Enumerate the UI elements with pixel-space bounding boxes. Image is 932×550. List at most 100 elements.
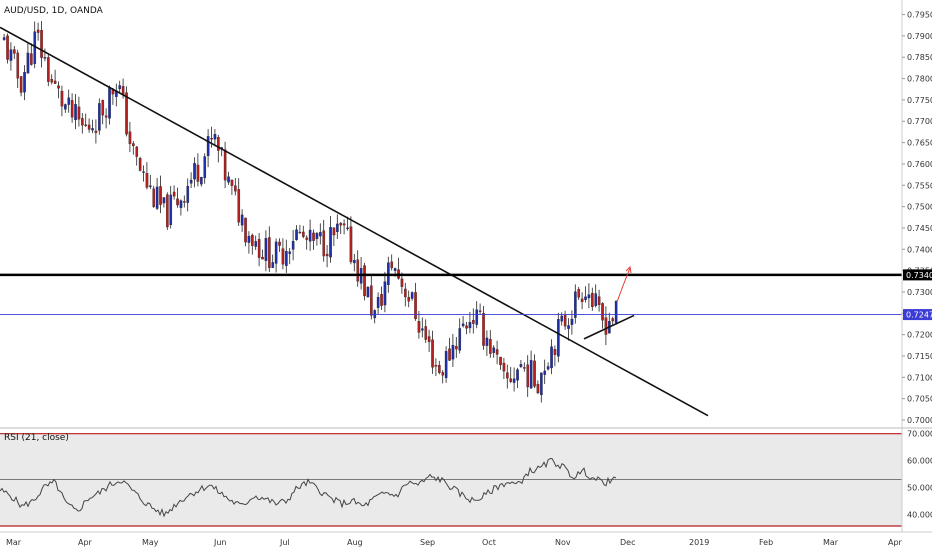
candle	[193, 157, 196, 188]
price-tick-label: 0.79500	[907, 11, 932, 20]
rsi-tick-label: 50.0000	[907, 484, 932, 493]
candle	[489, 330, 492, 358]
time-axis[interactable]: Mar Apr May Jun Jul Aug Sep Oct Nov Dec 2019 Feb Mar…	[0, 531, 932, 547]
candle-body-bull	[594, 293, 598, 306]
candle-body-bear	[6, 35, 9, 60]
candle	[268, 226, 271, 273]
candle-body-bull	[254, 241, 258, 247]
candle	[441, 369, 445, 384]
candle-body-bear	[438, 365, 441, 373]
candle	[295, 225, 298, 241]
candle	[94, 119, 98, 144]
candle	[332, 227, 336, 246]
price-tick-label: 0.77500	[907, 96, 932, 105]
candle-body-bull	[614, 301, 618, 323]
candle-body-bull	[519, 364, 523, 367]
candle	[404, 282, 407, 307]
candle-body-bull	[43, 57, 47, 59]
candle-body-bull	[264, 238, 268, 261]
candle	[363, 262, 366, 301]
candle-body-bull	[315, 233, 319, 239]
candle-body-bull	[546, 366, 550, 370]
candle	[9, 42, 13, 71]
candle-body-bear	[482, 313, 485, 346]
candle	[152, 185, 156, 208]
candle	[118, 80, 122, 94]
candle-body-bear	[87, 124, 91, 130]
candle-body-bull	[383, 281, 387, 306]
candle	[91, 119, 94, 134]
candle	[308, 219, 312, 251]
candle	[540, 372, 543, 403]
candle	[482, 305, 485, 350]
candle	[526, 355, 530, 397]
candle-body-bull	[373, 310, 377, 319]
candle	[315, 231, 319, 246]
price-tick-label: 0.72000	[907, 331, 932, 340]
candle-body-bear	[196, 164, 200, 182]
candle	[370, 274, 373, 320]
candle-body-bear	[533, 360, 536, 387]
time-tick-label: Mar	[6, 538, 22, 547]
candle	[458, 318, 462, 354]
rsi-tick-label: 40.0000	[907, 511, 932, 520]
candle	[580, 292, 584, 310]
candle-body-bear	[591, 292, 594, 308]
candle	[601, 302, 604, 329]
candle-body-bear	[580, 298, 584, 303]
candle	[36, 22, 40, 41]
candle-body-bull	[23, 72, 26, 93]
candle	[169, 186, 173, 229]
candle-body-bull	[213, 134, 217, 140]
candle	[53, 69, 57, 85]
candle	[577, 286, 581, 300]
candle	[380, 286, 383, 310]
time-tick-label: Jun	[213, 538, 227, 547]
candle-body-bull	[67, 97, 71, 105]
candle-body-bull	[353, 260, 356, 264]
time-tick-label: Sep	[420, 538, 435, 547]
candle	[346, 216, 349, 231]
candle	[16, 49, 20, 88]
candle-body-bear	[577, 289, 581, 298]
candle-body-bull	[240, 214, 244, 226]
candle-body-bull	[9, 49, 13, 61]
rsi-title: RSI (21, close)	[4, 433, 69, 443]
candle	[533, 354, 536, 389]
candle	[176, 187, 179, 208]
candle-body-bull	[529, 360, 533, 389]
candle	[64, 103, 67, 113]
candle	[285, 239, 288, 274]
candle	[247, 231, 251, 254]
candle-body-bear	[234, 185, 237, 192]
candle-body-bear	[176, 198, 179, 206]
candle-body-bull	[203, 156, 207, 179]
candle	[485, 330, 489, 356]
candle-body-bull	[291, 241, 295, 250]
candle-body-bear	[526, 364, 530, 388]
candle	[23, 65, 26, 101]
candle	[492, 345, 496, 358]
candle-body-bear	[159, 186, 162, 205]
candle	[274, 238, 278, 273]
candle-body-bear	[101, 100, 105, 116]
candle	[509, 366, 513, 384]
candle-body-bull	[516, 369, 519, 381]
price-tick-label: 0.78000	[907, 75, 932, 84]
candle	[288, 247, 292, 265]
candle	[434, 358, 438, 377]
candle	[19, 75, 23, 97]
candle-body-bull	[149, 185, 152, 187]
candle	[2, 33, 6, 41]
candle	[6, 33, 9, 64]
time-tick-label: Nov	[555, 538, 571, 547]
candle-body-bear	[509, 378, 513, 382]
projection-arrow	[616, 265, 632, 303]
candle	[74, 94, 77, 130]
candle-body-bear	[465, 325, 468, 329]
candle	[206, 129, 210, 168]
rsi-line	[0, 457, 617, 518]
candle-body-bear	[237, 189, 241, 223]
price-axis[interactable]: 0.79500 0.79000 0.78500 0.78000 0.77500 0.770…	[901, 0, 932, 428]
candle	[47, 54, 50, 87]
